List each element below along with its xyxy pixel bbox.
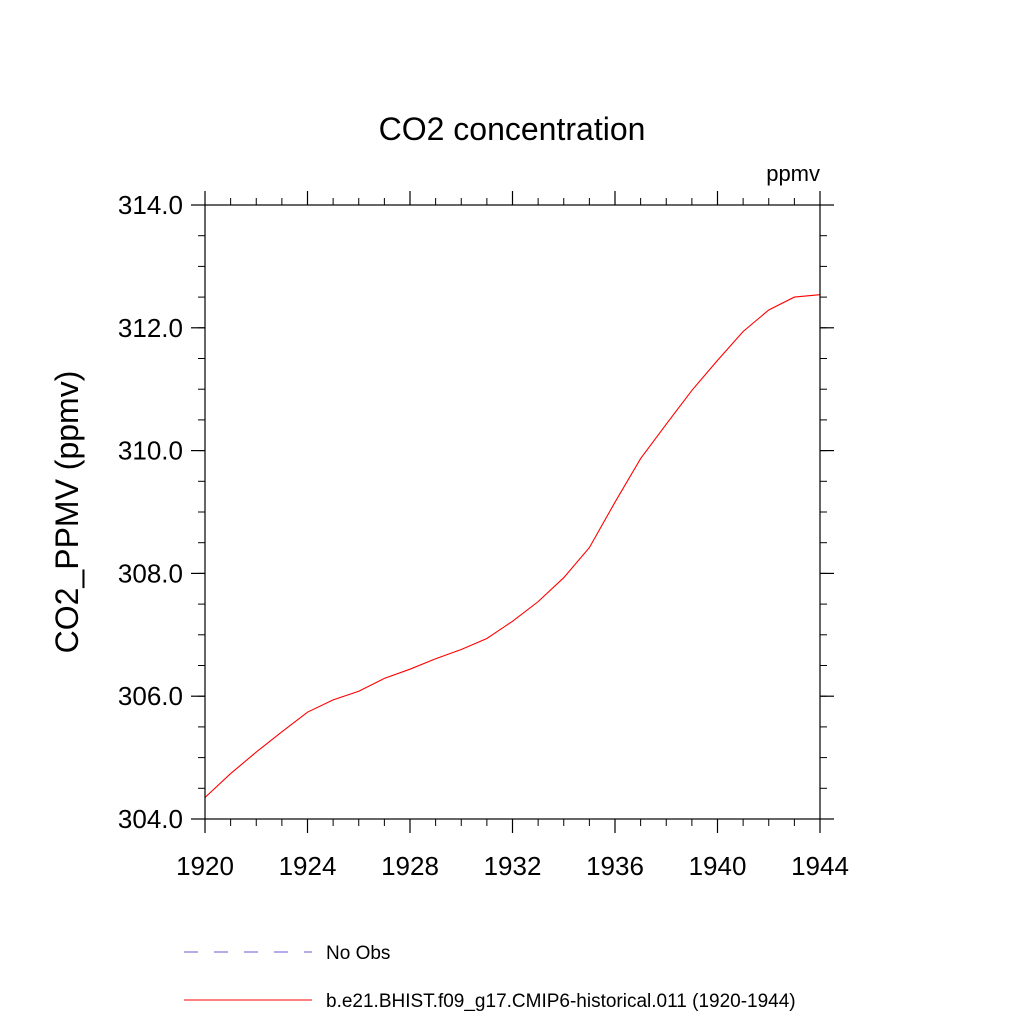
y-axis-label: CO2_PPMV (ppmv) (49, 371, 85, 654)
x-tick-label: 1940 (689, 851, 747, 881)
units-label: ppmv (766, 161, 820, 186)
x-tick-label: 1932 (484, 851, 542, 881)
x-tick-label: 1936 (586, 851, 644, 881)
y-tick-label: 304.0 (118, 804, 183, 834)
y-tick-label: 308.0 (118, 558, 183, 588)
minor-ticks (198, 198, 827, 826)
y-tick-label: 312.0 (118, 313, 183, 343)
legend-label-0: No Obs (326, 943, 390, 964)
legend: No Obs b.e21.BHIST.f09_g17.CMIP6-historic… (184, 943, 796, 1012)
series-lines (204, 294, 821, 798)
series-line-1 (204, 294, 821, 798)
tick-labels: 1920 1924 1928 1932 1936 1940 1944 304.0 306.0 30… (118, 190, 849, 881)
y-tick-label: 310.0 (118, 436, 183, 466)
major-ticks (191, 191, 834, 833)
y-tick-label: 314.0 (118, 190, 183, 220)
x-tick-label: 1928 (381, 851, 439, 881)
x-tick-label: 1924 (279, 851, 337, 881)
x-tick-label: 1920 (176, 851, 234, 881)
legend-label-1: b.e21.BHIST.f09_g17.CMIP6-historical.011… (326, 991, 796, 1012)
chart-title: CO2 concentration (379, 111, 646, 147)
y-tick-label: 306.0 (118, 681, 183, 711)
plot-frame (204, 204, 821, 820)
x-tick-label: 1944 (791, 851, 849, 881)
